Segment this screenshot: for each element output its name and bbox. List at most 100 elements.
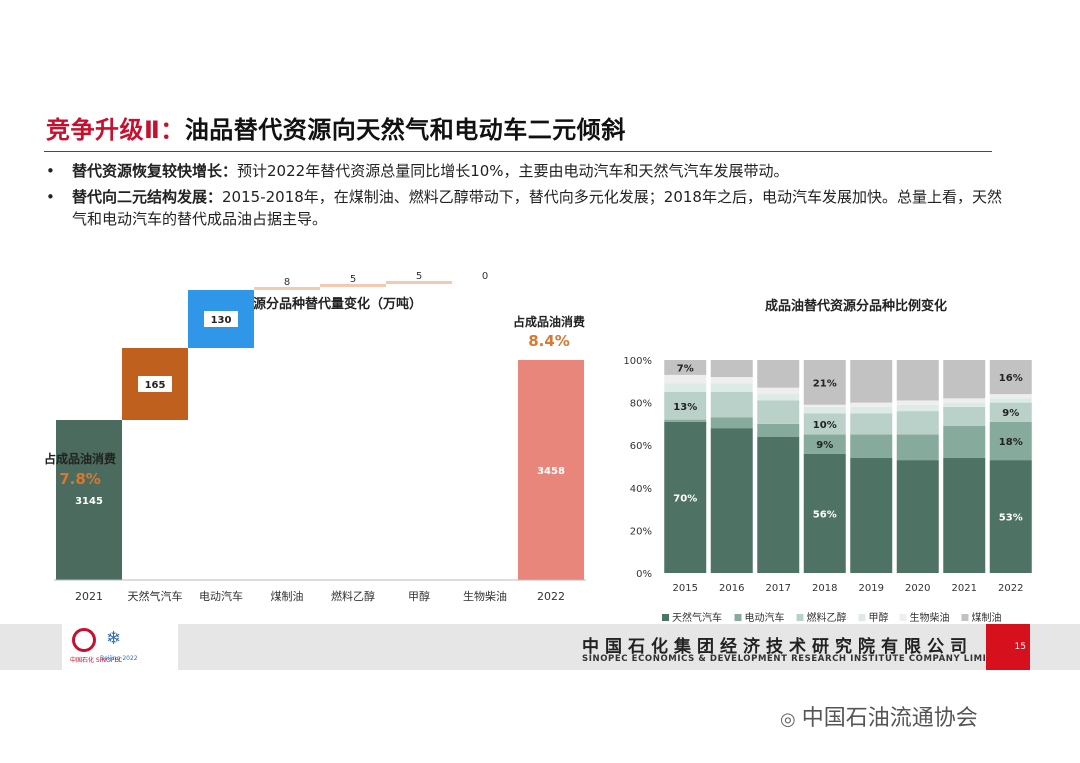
stacked-data-label: 18% [999, 437, 1023, 448]
stacked-bar-segment [943, 398, 986, 403]
stacked-data-label: 53% [999, 513, 1023, 524]
stacked-bar-segment [850, 402, 893, 407]
waterfall-bar [188, 290, 254, 348]
stacked-y-tick: 100% [623, 356, 652, 367]
stacked-bar-segment [757, 436, 800, 573]
waterfall-data-label: 0 [482, 271, 488, 282]
legend-swatch [961, 614, 969, 621]
waterfall-bar [122, 348, 188, 420]
stacked-bar-segment [664, 419, 707, 422]
stacked-y-tick: 60% [630, 441, 652, 452]
company-name-en: SINOPEC ECONOMICS & DEVELOPMENT RESEARCH… [582, 654, 1007, 664]
waterfall-data-label: 5 [416, 271, 422, 282]
waterfall-data-label: 130 [211, 315, 232, 326]
legend-swatch [899, 614, 907, 621]
sinopec-logo-text: 中国石化 SINOPEC [70, 657, 123, 664]
stacked-data-label: 70% [673, 493, 697, 504]
wechat-icon: ◎ [780, 709, 796, 730]
legend-swatch [858, 614, 866, 621]
waterfall-tick-label: 2021 [75, 590, 103, 603]
legend-swatch [796, 614, 804, 621]
stacked-bar-segment [710, 417, 753, 429]
stacked-bar-segment [943, 426, 986, 458]
stacked-bar-segment [989, 394, 1032, 399]
beijing-2022-logo-icon: ❄ [106, 628, 122, 649]
stacked-data-label: 16% [999, 373, 1023, 384]
legend-label: 燃料乙醇 [807, 611, 847, 624]
stacked-x-tick: 2016 [719, 583, 744, 594]
stacked-data-label: 9% [1002, 408, 1019, 419]
stacked-bar-segment [803, 453, 846, 573]
stacked-x-tick: 2020 [905, 583, 930, 594]
legend-label: 煤制油 [972, 611, 1002, 624]
bullet-item: • 替代向二元结构发展：2015-2018年，在煤制油、燃料乙醇带动下，替代向多… [44, 186, 1014, 230]
waterfall-label-bg [204, 311, 238, 327]
stacked-bar-segment [989, 398, 1032, 403]
stacked-bar-segment [850, 434, 893, 458]
annotation-label: 占成品油消费 [44, 451, 116, 466]
stacked-y-tick: 80% [630, 399, 652, 410]
stacked-bar-segment [989, 460, 1032, 573]
annotation-value: 8.4% [528, 332, 570, 350]
waterfall-title: 替代资源分品种替代量变化（万吨） [214, 296, 422, 312]
title-main: 油品替代资源向天然气和电动车二元倾斜 [184, 116, 626, 144]
stacked-title: 成品油替代资源分品种比例变化 [765, 298, 947, 314]
stacked-bar-segment [664, 421, 707, 573]
legend-label: 电动汽车 [745, 611, 785, 624]
stacked-bar-segment [803, 413, 846, 435]
sinopec-logo-icon [72, 628, 96, 652]
waterfall-tick-label: 煤制油 [271, 589, 304, 603]
title-divider [44, 151, 992, 152]
bullet-bold: 替代资源恢复较快增长： [72, 162, 238, 180]
bullet-dot-icon: • [46, 162, 55, 180]
watermark: ◎ 中国石油流通协会 [780, 700, 978, 732]
stacked-bar-segment [803, 434, 846, 454]
stacked-y-tick: 40% [630, 484, 652, 495]
stacked-bar-segment [896, 411, 939, 435]
waterfall-data-label: 8 [284, 277, 290, 288]
stacked-bar-segment [803, 360, 846, 405]
company-name-cn: 中国石化集团经济技术研究院有限公司 [582, 637, 973, 657]
stacked-bar-segment [710, 360, 753, 378]
stacked-bar-segment [664, 374, 707, 384]
waterfall-bar [386, 281, 452, 284]
page-number: 15 [1014, 642, 1026, 652]
waterfall-bar [56, 420, 122, 580]
stacked-bar-segment [943, 402, 986, 407]
stacked-bar-segment [943, 457, 986, 573]
page-number-block: 15 [986, 624, 1030, 670]
stacked-bar-segment [850, 457, 893, 573]
stacked-data-label: 13% [673, 402, 697, 413]
waterfall-bar [518, 360, 584, 580]
stacked-bar-segment [664, 383, 707, 392]
stacked-bar-segment [757, 423, 800, 437]
annotation-label: 占成品油消费 [513, 314, 585, 329]
waterfall-label-bg [138, 376, 172, 392]
stacked-x-tick: 2021 [952, 583, 977, 594]
stacked-bar-segment [989, 402, 1032, 422]
stacked-y-tick: 20% [630, 526, 652, 537]
waterfall-tick-label: 2022 [537, 590, 565, 603]
stacked-x-tick: 2017 [766, 583, 791, 594]
stacked-bar-segment [757, 387, 800, 395]
legend-label: 甲醇 [869, 611, 889, 624]
stacked-bar-segment [664, 391, 707, 420]
watermark-text: 中国石油流通协会 [801, 706, 978, 731]
stacked-bar-segment [710, 428, 753, 573]
stacked-bar-segment [803, 404, 846, 407]
stacked-bar-segment [989, 360, 1032, 395]
stacked-bar-segment [710, 377, 753, 384]
stacked-bar-segment [896, 434, 939, 461]
legend-swatch [662, 614, 669, 621]
stacked-data-label: 10% [813, 420, 837, 431]
waterfall-tick-label: 生物柴油 [463, 589, 507, 603]
bullet-list: • 替代资源恢复较快增长：预计2022年替代资源总量同比增长10%，主要由电动汽… [44, 160, 1014, 234]
legend-label: 生物柴油 [910, 611, 950, 624]
waterfall-bar [320, 284, 386, 287]
waterfall-tick-label: 甲醇 [408, 589, 430, 603]
bullet-item: • 替代资源恢复较快增长：预计2022年替代资源总量同比增长10%，主要由电动汽… [44, 160, 1014, 182]
title-prefix: 竞争升级Ⅱ： [46, 116, 185, 144]
stacked-bar-segment [757, 394, 800, 401]
waterfall-data-label: 3145 [75, 496, 103, 507]
page-title: 竞争升级Ⅱ：油品替代资源向天然气和电动车二元倾斜 [46, 110, 626, 145]
